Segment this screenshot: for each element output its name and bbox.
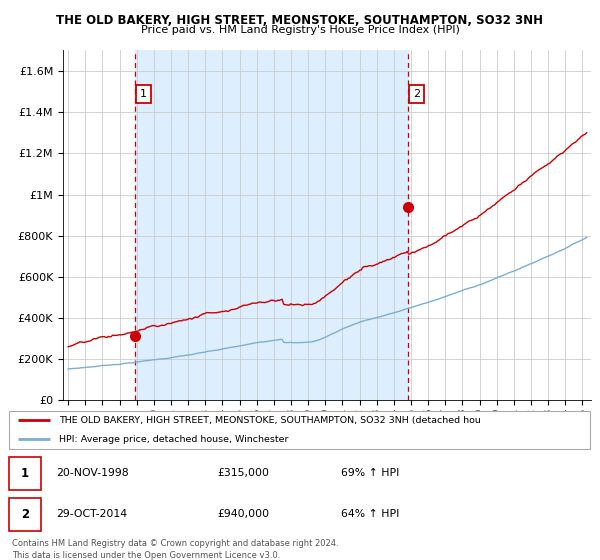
Text: 20-NOV-1998: 20-NOV-1998 — [56, 469, 128, 478]
FancyBboxPatch shape — [9, 411, 590, 449]
Text: 29-OCT-2014: 29-OCT-2014 — [56, 509, 127, 519]
Text: THE OLD BAKERY, HIGH STREET, MEONSTOKE, SOUTHAMPTON, SO32 3NH: THE OLD BAKERY, HIGH STREET, MEONSTOKE, … — [56, 14, 544, 27]
Bar — [134, 50, 408, 400]
Text: THE OLD BAKERY, HIGH STREET, MEONSTOKE, SOUTHAMPTON, SO32 3NH (detached hou: THE OLD BAKERY, HIGH STREET, MEONSTOKE, … — [59, 416, 481, 424]
Text: 2: 2 — [21, 507, 29, 521]
Text: 64% ↑ HPI: 64% ↑ HPI — [341, 509, 400, 519]
Text: HPI: Average price, detached house, Winchester: HPI: Average price, detached house, Winc… — [59, 435, 289, 444]
Text: £940,000: £940,000 — [218, 509, 270, 519]
Text: Price paid vs. HM Land Registry's House Price Index (HPI): Price paid vs. HM Land Registry's House … — [140, 25, 460, 35]
FancyBboxPatch shape — [9, 497, 41, 531]
Text: 2: 2 — [413, 89, 421, 99]
Text: Contains HM Land Registry data © Crown copyright and database right 2024.
This d: Contains HM Land Registry data © Crown c… — [12, 539, 338, 559]
Text: 1: 1 — [21, 467, 29, 480]
FancyBboxPatch shape — [9, 457, 41, 490]
Text: 69% ↑ HPI: 69% ↑ HPI — [341, 469, 400, 478]
Text: 1: 1 — [140, 89, 147, 99]
Text: £315,000: £315,000 — [218, 469, 269, 478]
